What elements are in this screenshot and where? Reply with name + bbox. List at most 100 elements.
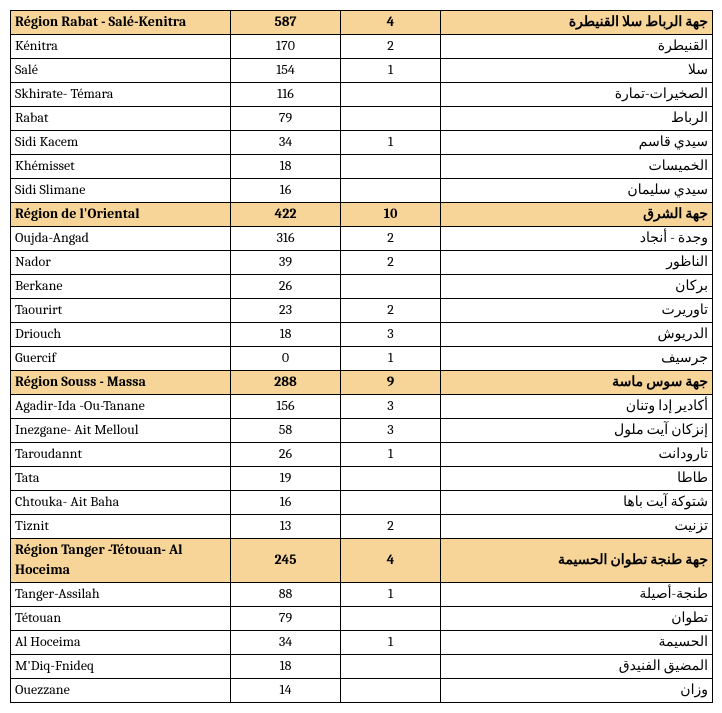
table-row: Tétouan79تطوان bbox=[11, 606, 713, 630]
value-1: 26 bbox=[231, 275, 341, 299]
table-row: M'Diq-Fnideq18المضيق الفنيدق bbox=[11, 654, 713, 678]
regions-table: Région Rabat - Salé-Kenitra587 4 جهة الربا… bbox=[10, 10, 713, 703]
city-name-ar: المضيق الفنيدق bbox=[441, 654, 713, 678]
value-2: 1 bbox=[341, 59, 441, 83]
value-1: 58 bbox=[231, 419, 341, 443]
table-row: Driouch183الدريوش bbox=[11, 323, 713, 347]
value-2 bbox=[341, 107, 441, 131]
region-name-fr: Région Souss - Massa bbox=[11, 371, 231, 395]
value-2: 2 bbox=[341, 227, 441, 251]
region-name-ar: جهة طنجة تطوان الحسيمة bbox=[441, 539, 713, 583]
value-2: 3 bbox=[341, 323, 441, 347]
city-name-fr: Tiznit bbox=[11, 515, 231, 539]
region-header-row: Région Souss - Massa2889جهة سوس ماسة bbox=[11, 371, 713, 395]
value-2: 1 bbox=[341, 443, 441, 467]
value-2 bbox=[341, 491, 441, 515]
value-2: 3 bbox=[341, 419, 441, 443]
city-name-fr: Ouezzane bbox=[11, 678, 231, 702]
city-name-fr: M'Diq-Fnideq bbox=[11, 654, 231, 678]
value-2: 1 bbox=[341, 347, 441, 371]
value-1: 26 bbox=[231, 443, 341, 467]
city-name-fr: Al Hoceima bbox=[11, 630, 231, 654]
table-row: Berkane26 بركان bbox=[11, 275, 713, 299]
table-row: Tata19طاطا bbox=[11, 467, 713, 491]
table-row: Taroudannt261تارودانت bbox=[11, 443, 713, 467]
region-name-ar: جهة الشرق bbox=[441, 203, 713, 227]
city-name-ar: وجدة - أنجاد bbox=[441, 227, 713, 251]
city-name-ar: طنجة-أصيلة bbox=[441, 582, 713, 606]
city-name-ar: الخميسات bbox=[441, 155, 713, 179]
city-name-ar: الحسيمة bbox=[441, 630, 713, 654]
table-row: Tanger-Assilah881طنجة-أصيلة bbox=[11, 582, 713, 606]
city-name-ar: بركان bbox=[441, 275, 713, 299]
value-1: 288 bbox=[231, 371, 341, 395]
value-1: 16 bbox=[231, 179, 341, 203]
table-row: Sidi Slimane16 سيدي سليمان bbox=[11, 179, 713, 203]
table-row: Ouezzane14وزان bbox=[11, 678, 713, 702]
value-1: 116 bbox=[231, 83, 341, 107]
table-row: Agadir-Ida -Ou-Tanane1563أكادير إدا وتنا… bbox=[11, 395, 713, 419]
table-row: Al Hoceima341الحسيمة bbox=[11, 630, 713, 654]
city-name-fr: Tanger-Assilah bbox=[11, 582, 231, 606]
value-2: 2 bbox=[341, 299, 441, 323]
city-name-ar: أكادير إدا وتنان bbox=[441, 395, 713, 419]
city-name-fr: Nador bbox=[11, 251, 231, 275]
city-name-ar: الرباط bbox=[441, 107, 713, 131]
value-1: 316 bbox=[231, 227, 341, 251]
table-row: Tiznit132تزنيت bbox=[11, 515, 713, 539]
city-name-fr: Rabat bbox=[11, 107, 231, 131]
city-name-fr: Berkane bbox=[11, 275, 231, 299]
value-1: 170 bbox=[231, 35, 341, 59]
city-name-fr: Skhirate- Témara bbox=[11, 83, 231, 107]
city-name-fr: Chtouka- Ait Baha bbox=[11, 491, 231, 515]
value-1: 587 bbox=[231, 11, 341, 35]
value-2: 4 bbox=[341, 539, 441, 583]
value-1: 79 bbox=[231, 606, 341, 630]
table-row: Taourirt232تاوريرت bbox=[11, 299, 713, 323]
value-2: 1 bbox=[341, 630, 441, 654]
city-name-ar: الدريوش bbox=[441, 323, 713, 347]
city-name-ar: الصخيرات-تمارة bbox=[441, 83, 713, 107]
region-name-fr: Région Rabat - Salé-Kenitra bbox=[11, 11, 231, 35]
region-header-row: Région de l'Oriental42210جهة الشرق bbox=[11, 203, 713, 227]
value-1: 154 bbox=[231, 59, 341, 83]
value-1: 0 bbox=[231, 347, 341, 371]
city-name-ar: سيدي قاسم bbox=[441, 131, 713, 155]
city-name-ar: تزنيت bbox=[441, 515, 713, 539]
city-name-ar: تارودانت bbox=[441, 443, 713, 467]
table-row: Nador392الناظور bbox=[11, 251, 713, 275]
value-1: 39 bbox=[231, 251, 341, 275]
city-name-fr: Sidi Kacem bbox=[11, 131, 231, 155]
value-2 bbox=[341, 155, 441, 179]
city-name-fr: Agadir-Ida -Ou-Tanane bbox=[11, 395, 231, 419]
value-1: 19 bbox=[231, 467, 341, 491]
city-name-fr: Tétouan bbox=[11, 606, 231, 630]
value-2: 2 bbox=[341, 251, 441, 275]
city-name-fr: Kénitra bbox=[11, 35, 231, 59]
value-2 bbox=[341, 678, 441, 702]
table-row: Salé1541سلا bbox=[11, 59, 713, 83]
city-name-ar: جرسيف bbox=[441, 347, 713, 371]
region-header-row: Région Rabat - Salé-Kenitra5874جهة الربا… bbox=[11, 11, 713, 35]
city-name-fr: Guercif bbox=[11, 347, 231, 371]
city-name-ar: سيدي سليمان bbox=[441, 179, 713, 203]
value-1: 18 bbox=[231, 155, 341, 179]
city-name-fr: Sidi Slimane bbox=[11, 179, 231, 203]
city-name-ar: الناظور bbox=[441, 251, 713, 275]
value-1: 23 bbox=[231, 299, 341, 323]
region-header-row: Région Tanger -Tétouan- Al Hoceima2454جه… bbox=[11, 539, 713, 583]
value-2: 10 bbox=[341, 203, 441, 227]
table-row: Guercif01جرسيف bbox=[11, 347, 713, 371]
city-name-fr: Oujda-Angad bbox=[11, 227, 231, 251]
table-row: Chtouka- Ait Baha16شتوكة آيت باها bbox=[11, 491, 713, 515]
table-row: Sidi Kacem341سيدي قاسم bbox=[11, 131, 713, 155]
table-row: Skhirate- Témara116 الصخيرات-تمارة bbox=[11, 83, 713, 107]
value-1: 79 bbox=[231, 107, 341, 131]
value-1: 245 bbox=[231, 539, 341, 583]
value-1: 156 bbox=[231, 395, 341, 419]
value-1: 88 bbox=[231, 582, 341, 606]
region-name-ar: جهة الرباط سلا القنيطرة bbox=[441, 11, 713, 35]
value-2: 1 bbox=[341, 582, 441, 606]
value-2: 2 bbox=[341, 515, 441, 539]
value-2: 1 bbox=[341, 131, 441, 155]
